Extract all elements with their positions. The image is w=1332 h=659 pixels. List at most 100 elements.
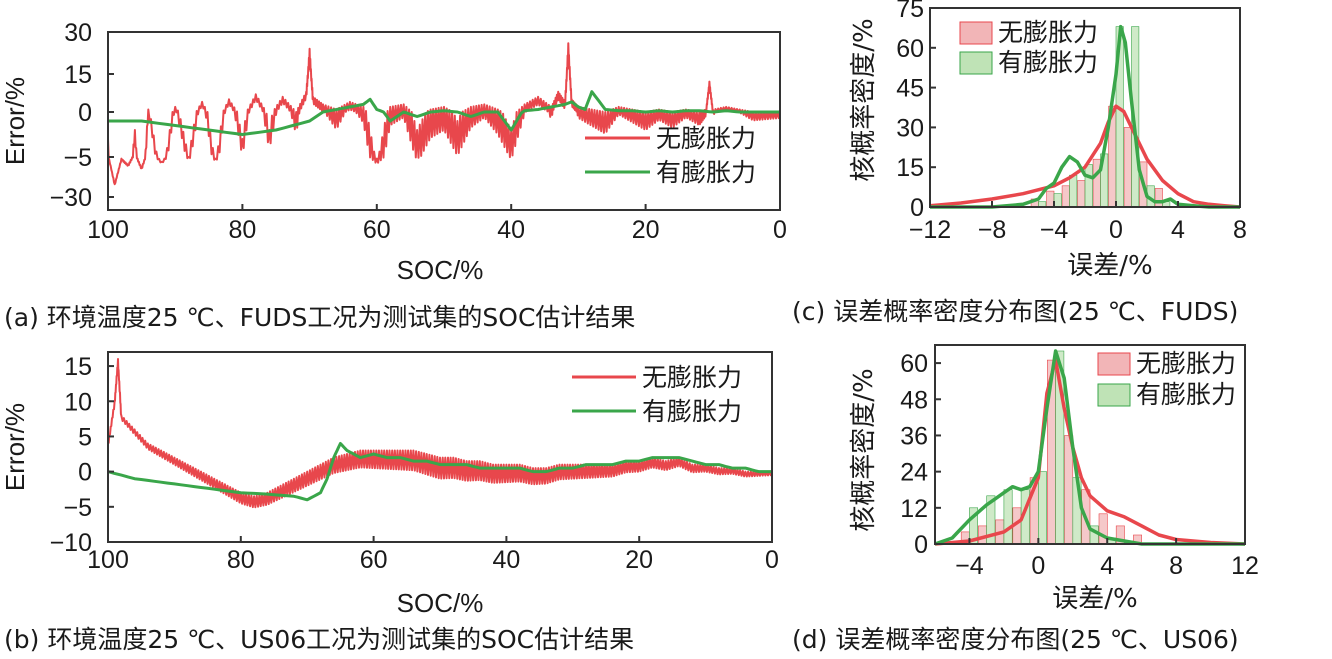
x-tick-label: 0 (1109, 216, 1123, 244)
bar-no-expansion (1154, 188, 1163, 208)
panel-a-caption: (a) 环境温度25 ℃、FUDS工况为测试集的SOC估计结果 (4, 303, 635, 332)
y-tick-label: 0 (914, 531, 928, 559)
y-tick-label: 15 (64, 61, 92, 89)
x-tick-label: 0 (765, 546, 779, 574)
x-tick-label: 80 (227, 546, 255, 574)
y-tick-label: 30 (64, 19, 92, 47)
panel-b-plot-area: 100 80 60 40 20 0 15 10 5 0 −5 −10 (50, 353, 779, 574)
legend-label-no-expansion: 无膨胀力 (998, 18, 1098, 47)
bar-with-expansion (1003, 489, 1013, 545)
panel-d-legend: 无膨胀力 有膨胀力 (1097, 349, 1236, 409)
panel-c-frame (929, 7, 1241, 208)
y-tick-label: 15 (896, 154, 924, 182)
x-tick-label: 100 (87, 216, 129, 244)
panel-b-xlabel: SOC/% (397, 588, 484, 618)
x-tick-label: 8 (1233, 216, 1247, 244)
x-tick-label: 20 (632, 216, 660, 244)
legend-swatch-green-bar (959, 51, 993, 75)
kde-line-with-expansion (934, 349, 1245, 546)
panel-d-caption: (d) 误差概率密度分布图(25 ℃、US06) (792, 625, 1239, 654)
bar-no-expansion (978, 525, 988, 545)
panel-a-frame (107, 31, 781, 211)
x-tick-label: 60 (360, 546, 388, 574)
panel-d-ylabel: 核概率密度/% (849, 368, 879, 531)
x-tick-label: 8 (1169, 552, 1183, 580)
panel-a-ylabel: Error/% (0, 77, 30, 165)
panel-b-legend: 无膨胀力 有膨胀力 (572, 363, 742, 426)
panel-c-legend: 无膨胀力 有膨胀力 (959, 18, 1098, 77)
y-tick-label: 60 (900, 350, 928, 378)
legend-label-with-expansion: 有膨胀力 (1136, 380, 1236, 409)
x-tick-label: 40 (492, 546, 520, 574)
y-tick-label: 60 (896, 35, 924, 63)
legend-label-no-expansion: 无膨胀力 (642, 363, 742, 392)
legend-label-with-expansion: 有膨胀力 (998, 48, 1098, 77)
series-line-with-expansion (107, 442, 772, 502)
x-tick-label: 60 (363, 216, 391, 244)
bar-with-expansion (1038, 471, 1047, 545)
y-tick-label: −5 (63, 144, 92, 172)
bar-with-expansion (1053, 193, 1062, 208)
y-tick-label: 12 (900, 495, 928, 523)
legend-swatch-red-bar (1097, 352, 1131, 376)
y-tick-label: 36 (900, 422, 928, 450)
panel-d-xlabel: 误差/% (1052, 584, 1137, 614)
y-tick-label: 0 (78, 99, 92, 127)
bar-no-expansion (1064, 435, 1074, 545)
bar-with-expansion (1069, 174, 1078, 208)
x-tick-label: 100 (87, 546, 129, 574)
legend-label-with-expansion: 有膨胀力 (656, 158, 756, 187)
y-tick-label: 48 (900, 386, 928, 414)
y-tick-label: −5 (63, 494, 92, 522)
panel-b-ylabel: Error/% (0, 403, 30, 491)
series-line-no-expansion (107, 358, 773, 509)
panel-a-xlabel: SOC/% (397, 255, 484, 285)
panel-c-plot-area: −12 −8 −4 0 4 8 75 60 45 30 15 0 (896, 0, 1247, 244)
panel-c-caption: (c) 误差概率密度分布图(25 ℃、FUDS) (792, 297, 1238, 326)
x-tick-label: 0 (1031, 552, 1045, 580)
y-tick-label: 0 (78, 459, 92, 487)
legend-label-with-expansion: 有膨胀力 (642, 397, 742, 426)
panel-b-frame (107, 351, 773, 543)
y-tick-label: 24 (900, 459, 928, 487)
legend-label-no-expansion: 无膨胀力 (656, 124, 756, 153)
bar-no-expansion (1046, 190, 1055, 208)
x-tick-label: 40 (497, 216, 525, 244)
panel-c-xlabel: 误差/% (1067, 251, 1152, 281)
panel-a-soc-error-fuds: 100 80 60 40 20 0 30 15 0 −5 −30 SOC/% Error/% 无膨胀… (0, 19, 787, 332)
y-tick-label: 10 (64, 388, 92, 416)
y-tick-label: −30 (50, 184, 92, 212)
panel-a-legend: 无膨胀力 有膨胀力 (585, 124, 756, 187)
y-tick-label: −10 (50, 529, 92, 557)
y-tick-label: 75 (896, 0, 924, 23)
legend-label-no-expansion: 无膨胀力 (1136, 349, 1236, 378)
bar-no-expansion (1098, 513, 1108, 545)
y-tick-label: 0 (910, 194, 924, 222)
bar-no-expansion (1123, 127, 1132, 208)
panel-b-caption: (b) 环境温度25 ℃、US06工况为测试集的SOC估计结果 (4, 625, 634, 654)
x-tick-label: −12 (909, 216, 951, 244)
x-tick-label: −4 (955, 552, 984, 580)
kde-line-no-expansion (934, 358, 1246, 546)
panel-c-ylabel: 核概率密度/% (849, 18, 879, 181)
y-tick-label: 30 (896, 114, 924, 142)
x-tick-label: 20 (625, 546, 653, 574)
x-tick-label: −4 (1040, 216, 1069, 244)
bar-no-expansion (1061, 185, 1070, 208)
legend-swatch-red-bar (959, 21, 993, 45)
x-tick-label: 4 (1100, 552, 1114, 580)
legend-swatch-green-bar (1097, 383, 1131, 407)
kde-line-no-expansion (929, 104, 1241, 209)
y-tick-label: 5 (78, 423, 92, 451)
panel-c-kde-fuds: −12 −8 −4 0 4 8 75 60 45 30 15 0 误差/% 核概率密度/% 无膨胀力 … (792, 0, 1247, 326)
x-tick-label: 12 (1231, 552, 1259, 580)
x-tick-label: 80 (228, 216, 256, 244)
y-tick-label: 45 (896, 75, 924, 103)
x-tick-label: −8 (978, 216, 1007, 244)
panel-b-soc-error-us06: 100 80 60 40 20 0 15 10 5 0 −5 −10 SOC/% Error/% 无膨… (0, 351, 779, 654)
series-line-with-expansion (108, 90, 780, 136)
bar-no-expansion (1077, 180, 1086, 208)
